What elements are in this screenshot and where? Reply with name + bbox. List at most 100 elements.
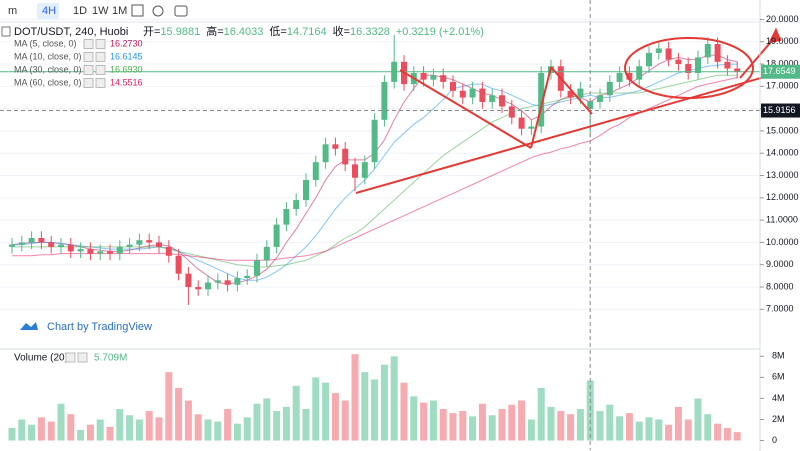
watermark[interactable]: Chart by TradingView (47, 321, 152, 333)
interval[interactable]: 1W (92, 5, 109, 17)
candle-body (67, 244, 74, 252)
close-icon[interactable] (77, 352, 88, 363)
candle-body (685, 64, 692, 73)
volume-bar (380, 364, 388, 441)
candle-body (440, 75, 447, 82)
interval[interactable]: 1D (73, 5, 87, 17)
volume-bar (8, 427, 16, 441)
candle-body (205, 282, 211, 290)
candle-body (655, 48, 662, 53)
ohlc-label: 高= (206, 24, 223, 38)
volume-bar (106, 426, 114, 441)
volume-bar (204, 419, 212, 441)
candle-body (352, 164, 358, 178)
interval[interactable]: 4H (42, 5, 56, 17)
volume-bar (429, 400, 437, 441)
drawings (355, 27, 783, 194)
candle-body (430, 75, 437, 80)
volume-bar (684, 419, 692, 441)
volume-bar (449, 413, 457, 441)
candle-body (312, 162, 319, 180)
y-tick-label: 7.0000 (766, 304, 794, 314)
eye-icon[interactable] (83, 65, 94, 75)
chart-type-icon[interactable] (131, 4, 144, 17)
ohlc-label: 收= (333, 24, 350, 38)
close-icon[interactable] (95, 78, 106, 88)
candle-body (283, 208, 290, 225)
close-icon[interactable] (95, 65, 106, 75)
interval[interactable]: 1M (112, 5, 127, 17)
ohlc-value: 16.4033 (224, 26, 264, 38)
candle-body (165, 246, 172, 256)
volume-bar (77, 430, 85, 441)
candle-body (185, 273, 192, 288)
volume-bar (47, 421, 55, 441)
volume-bar (694, 398, 702, 441)
y-tick-label: 20.0000 (766, 14, 799, 24)
volume-bar (733, 432, 741, 441)
candle-body (87, 249, 94, 254)
volume-bar (312, 377, 320, 441)
volume-bar (576, 408, 584, 441)
candle-body (616, 72, 623, 82)
candle-body (224, 280, 231, 285)
eye-icon[interactable] (65, 352, 76, 363)
candle-body (38, 237, 45, 243)
candle-body (116, 246, 123, 254)
volume-bar (586, 380, 594, 441)
candle-body (704, 43, 711, 58)
candle-body (528, 126, 535, 129)
volume-bar (439, 408, 447, 441)
volume-bar (126, 415, 134, 441)
collapse-icon[interactable] (1, 26, 11, 37)
volume-bar (400, 382, 408, 441)
snapshot-icon[interactable] (174, 5, 188, 17)
candle-body (361, 162, 368, 178)
toolbar: m 4H 1D 1W 1M (8, 3, 188, 19)
volume-bar (361, 372, 369, 441)
ohlc-value: 14.7164 (287, 26, 327, 38)
change: +0.3219 (+2.01%) (396, 26, 484, 38)
candle-body (156, 242, 162, 247)
volume-bar (390, 356, 398, 441)
candle-body (518, 117, 525, 129)
candle-body (479, 88, 486, 102)
close-icon[interactable] (95, 39, 106, 49)
volume-bar (537, 387, 545, 441)
volume-bar (459, 411, 467, 441)
ma-name: MA (30, close, 0) (14, 64, 82, 74)
y-tick-label: 12.0000 (766, 192, 799, 202)
eye-icon[interactable] (83, 39, 94, 49)
candle-body (538, 72, 545, 127)
candle-body (107, 251, 113, 254)
close-icon[interactable] (95, 52, 106, 62)
volume-bar (18, 419, 26, 441)
y-tick-label: 0 (772, 435, 777, 445)
candle-body (9, 244, 15, 247)
eye-icon[interactable] (83, 78, 94, 88)
volume-bar (469, 416, 477, 441)
settings-icon[interactable] (152, 5, 164, 17)
y-tick-label: 6M (772, 372, 785, 382)
candle-body (293, 200, 300, 209)
candle-body (273, 224, 280, 247)
volume-bar (214, 421, 222, 441)
ma-name: MA (5, close, 0) (14, 38, 77, 48)
volume-bar (518, 400, 526, 441)
y-tick-label: 11.0000 (766, 215, 798, 225)
volume-bar (145, 411, 153, 441)
y-tick-label: 17.0000 (766, 81, 799, 91)
volume-bar (96, 419, 104, 441)
volume-bar (263, 398, 271, 441)
price-axis: 7.0000 8.0000 9.0000 10.0000 11.0000 12.0000 1… (760, 14, 800, 445)
volume-bar (714, 423, 722, 441)
eye-icon[interactable] (83, 52, 94, 62)
ma-name: MA (10, close, 0) (14, 51, 82, 61)
ma-line (12, 74, 738, 268)
volume-bar (155, 417, 163, 441)
candle-body (665, 48, 672, 60)
interval[interactable]: m (8, 5, 17, 17)
y-tick-label: 4M (772, 393, 785, 403)
candle-body (714, 43, 721, 62)
